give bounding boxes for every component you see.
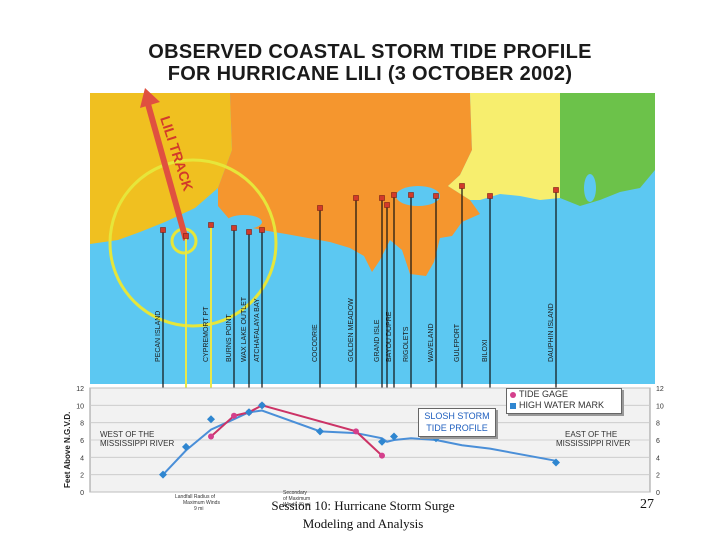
mobile-bay xyxy=(584,174,596,202)
legend-entry-high-water: HIGH WATER MARK xyxy=(507,400,621,411)
station-marker-12 xyxy=(408,192,414,198)
ytick-right-2: 2 xyxy=(656,473,660,480)
station-marker-8 xyxy=(353,195,359,201)
page-number: 27 xyxy=(640,497,654,512)
station-label-5: WAX LAKE OUTLET xyxy=(241,296,248,362)
station-marker-9 xyxy=(379,195,385,201)
ytick-left-0: 0 xyxy=(80,490,84,497)
slosh-profile-label: SLOSH STORM TIDE PROFILE xyxy=(418,408,496,437)
high-water-point-4 xyxy=(245,408,253,417)
high-water-point-2 xyxy=(182,442,190,451)
footer-line-2: Modeling and Analysis xyxy=(302,516,424,531)
chart-title-line-1: OBSERVED COASTAL STORM TIDE PROFILE xyxy=(148,41,592,63)
region-west-line-2: MISSISSIPPI RIVER xyxy=(100,439,174,448)
ytick-right-0: 0 xyxy=(656,490,660,497)
hurricane-track-arrow xyxy=(145,103,189,241)
station-marker-14 xyxy=(459,183,465,189)
map-land-mississippi xyxy=(448,93,560,200)
station-marker-1 xyxy=(160,227,166,233)
station-label-12: RIGOLETS xyxy=(403,326,410,362)
outer-wind-radius-circle xyxy=(108,158,278,328)
y-axis-label: Feet Above N.G.V.D. xyxy=(63,412,72,488)
ytick-left-6: 6 xyxy=(80,438,84,445)
tide-gage-swatch xyxy=(510,392,516,398)
station-marker-10 xyxy=(384,202,390,208)
station-marker-15 xyxy=(487,193,493,199)
station-label-9: GRAND ISLE xyxy=(374,319,381,362)
secondary-radius-label-2: of Maximum xyxy=(283,496,310,502)
station-marker-3 xyxy=(208,222,214,228)
slosh-label-line-1: SLOSH STORM xyxy=(424,411,490,421)
landfall-radius-label-2: Maximum Winds xyxy=(183,500,220,506)
chart-title-line-2: FOR HURRICANE LILI (3 OCTOBER 2002) xyxy=(167,63,573,85)
station-marker-11 xyxy=(391,192,397,198)
high-water-point-5 xyxy=(258,401,266,410)
ytick-left-8: 8 xyxy=(80,421,84,428)
legend-label-tide-gage: TIDE GAGE xyxy=(519,389,569,399)
station-label-3: CYPREMORT PT xyxy=(203,306,210,362)
legend-entry-tide-gage: TIDE GAGE xyxy=(507,389,621,400)
station-label-11: BAYOU DUPRE xyxy=(386,311,393,362)
stations-layer: PECAN ISLAND CYPREMORT PT BURNS POINT WAX L… xyxy=(155,183,559,492)
station-label-4: BURNS POINT xyxy=(226,313,233,362)
high-water-point-6 xyxy=(316,427,324,436)
ytick-right-8: 8 xyxy=(656,421,660,428)
tide-gage-point-1 xyxy=(208,433,214,440)
series-slosh-line xyxy=(162,409,557,476)
ytick-right-6: 6 xyxy=(656,438,660,445)
station-label-16: DAUPHIN ISLAND xyxy=(548,303,555,362)
high-water-point-1 xyxy=(159,470,167,479)
vermilion-bay xyxy=(192,208,220,220)
ytick-left-4: 4 xyxy=(80,455,84,462)
hurricane-track-arrowhead xyxy=(140,88,160,108)
station-marker-5 xyxy=(246,229,252,235)
station-label-7: COCODRIE xyxy=(312,324,319,362)
chart-legend: TIDE GAGE HIGH WATER MARK xyxy=(506,388,622,414)
region-east-line-2: MISSISSIPPI RIVER xyxy=(556,439,630,448)
ytick-right-12: 12 xyxy=(656,386,664,393)
tide-gage-point-5 xyxy=(353,428,359,435)
ytick-left-12: 12 xyxy=(76,386,84,393)
ytick-right-10: 10 xyxy=(656,403,664,410)
secondary-radius-label-1: Secondary xyxy=(283,490,307,496)
map-land-alabama xyxy=(560,93,655,206)
tide-gage-point-2 xyxy=(231,412,237,419)
landfall-radius-label-3: 9 mi xyxy=(194,506,203,512)
secondary-radius-label-3: Winds 40 mi xyxy=(283,502,311,508)
legend-label-high-water: HIGH WATER MARK xyxy=(519,400,604,410)
region-east-line-1: EAST OF THE xyxy=(565,430,617,439)
map-land-louisiana xyxy=(218,93,480,276)
footer-line-1: Session 10: Hurricane Storm Surge xyxy=(271,498,455,513)
station-label-14: GULFPORT xyxy=(454,323,461,362)
station-marker-2 xyxy=(183,233,189,239)
high-water-point-3 xyxy=(207,415,215,424)
high-water-point-7 xyxy=(378,437,386,446)
ytick-left-2: 2 xyxy=(80,473,84,480)
slosh-label-line-2: TIDE PROFILE xyxy=(426,423,488,433)
ytick-right-4: 4 xyxy=(656,455,660,462)
station-marker-7 xyxy=(317,205,323,211)
station-label-15: BILOXI xyxy=(482,339,489,362)
station-marker-16 xyxy=(553,187,559,193)
station-marker-4 xyxy=(231,225,237,231)
landfall-radius-label-1: Landfall Radius of xyxy=(175,494,216,500)
station-label-6: ATCHAFALAYA BAY xyxy=(254,298,261,362)
footer-caption: Session 10: Hurricane Storm Surge Modeli… xyxy=(258,497,468,533)
station-marker-6 xyxy=(259,227,265,233)
region-west-line-1: WEST OF THE xyxy=(100,430,154,439)
series-tide-gage-line xyxy=(210,404,383,457)
tide-gage-point-6 xyxy=(379,452,385,459)
high-water-swatch xyxy=(510,403,516,409)
station-label-13: WAVELAND xyxy=(428,323,435,362)
map-land-texas xyxy=(90,93,232,244)
station-marker-13 xyxy=(433,193,439,199)
high-water-point-8 xyxy=(390,432,398,441)
ytick-left-10: 10 xyxy=(76,403,84,410)
high-water-point-10 xyxy=(552,458,560,467)
station-label-1: PECAN ISLAND xyxy=(155,311,162,362)
lake-pontchartrain xyxy=(396,186,440,206)
station-label-8: GOLDEN MEADOW xyxy=(348,298,355,362)
